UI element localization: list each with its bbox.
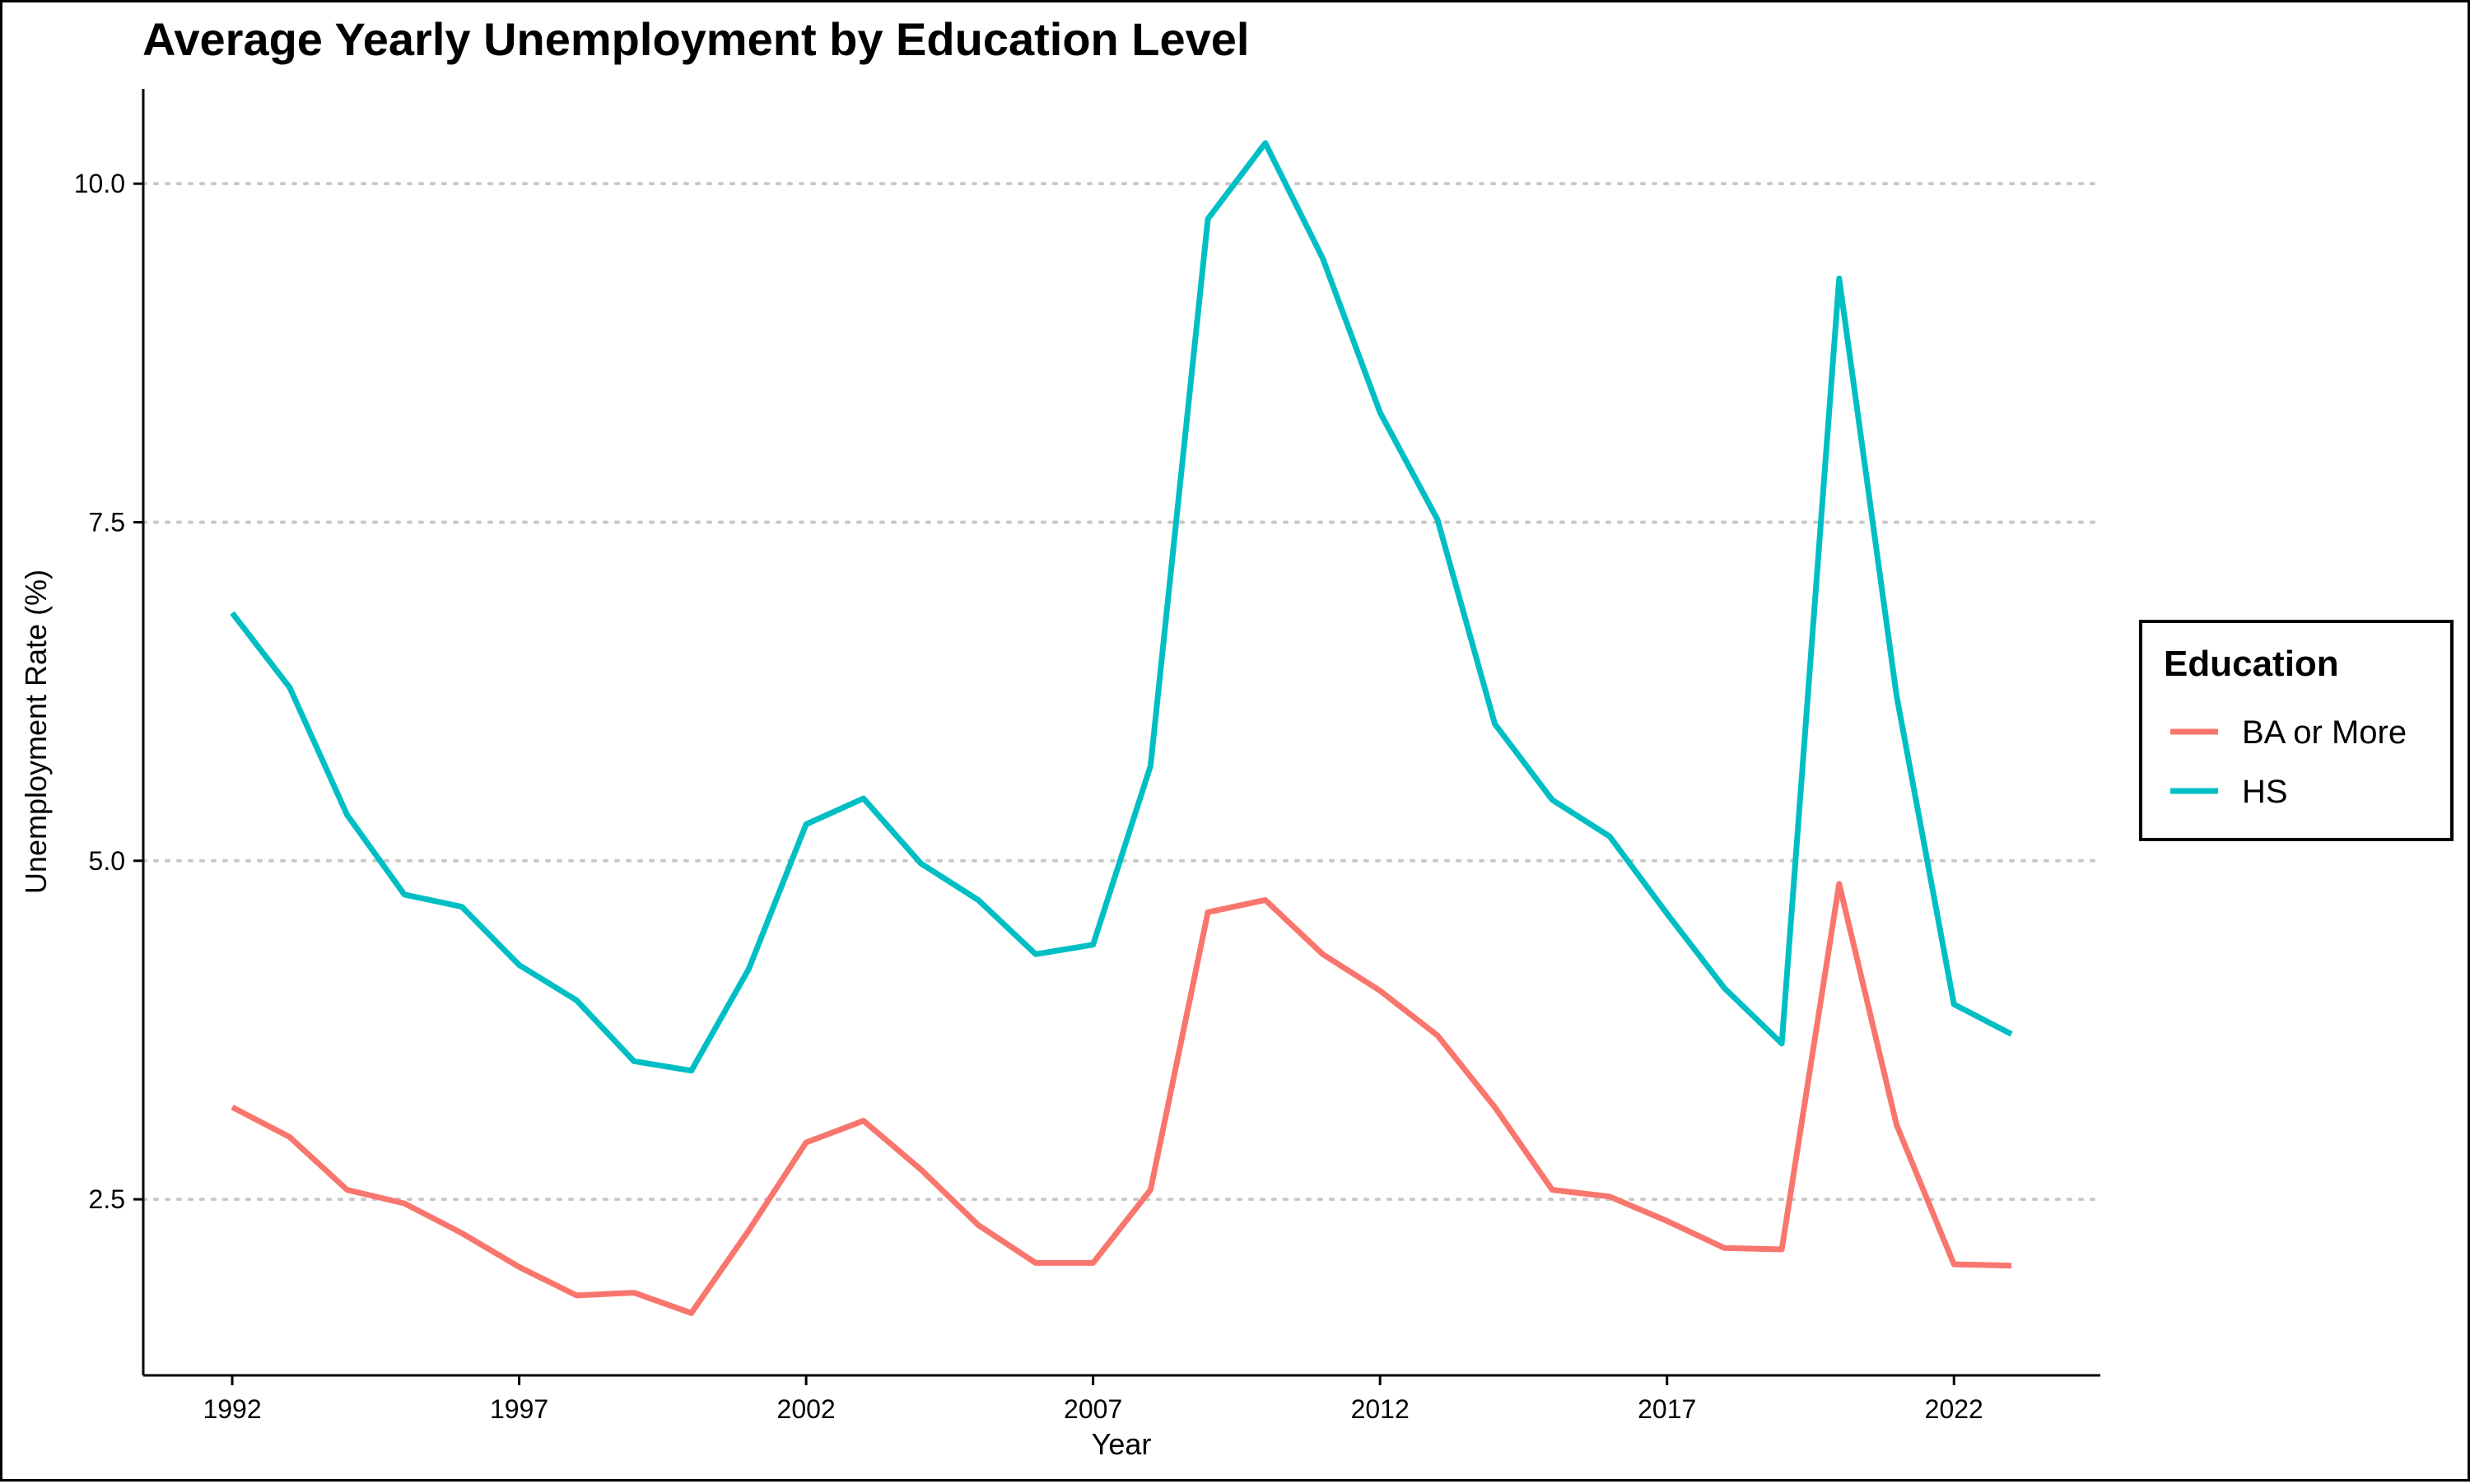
y-tick-label: 10.0: [74, 169, 125, 198]
series-lines: [230, 140, 2013, 1316]
y-tick-label: 5.0: [89, 846, 125, 876]
x-tick-label: 2002: [777, 1394, 836, 1424]
x-tick-label: 2007: [1064, 1394, 1122, 1424]
y-tick-label: 2.5: [89, 1184, 125, 1214]
series-line-hs: [230, 140, 2013, 1074]
x-tick-label: 1997: [490, 1394, 548, 1424]
series-line-ba-or-more: [231, 881, 2012, 1316]
legend-items: BA or More HS: [2170, 714, 2407, 810]
legend: Education BA or More HS: [2139, 620, 2454, 841]
x-tick-label: 2017: [1638, 1394, 1696, 1424]
x-tick-label: 2012: [1351, 1394, 1410, 1424]
legend-label-ba-or-more: BA or More: [2242, 714, 2407, 751]
y-axis-ticks: 2.5 5.0 7.5 10.0: [74, 169, 143, 1214]
x-tick-label: 2022: [1925, 1394, 1983, 1424]
chart-title: Average Yearly Unemployment by Education…: [142, 13, 1250, 65]
y-axis-title: Unemployment Rate (%): [19, 570, 53, 894]
y-tick-label: 7.5: [89, 507, 125, 537]
x-axis-ticks: 1992 1997 2002 2007 2012 2017 2022: [203, 1375, 1983, 1424]
x-tick-label: 1992: [203, 1394, 261, 1424]
legend-box: [2139, 620, 2454, 841]
legend-title: Education: [2164, 644, 2339, 684]
legend-label-hs: HS: [2242, 774, 2288, 810]
x-axis-title: Year: [1092, 1427, 1152, 1461]
